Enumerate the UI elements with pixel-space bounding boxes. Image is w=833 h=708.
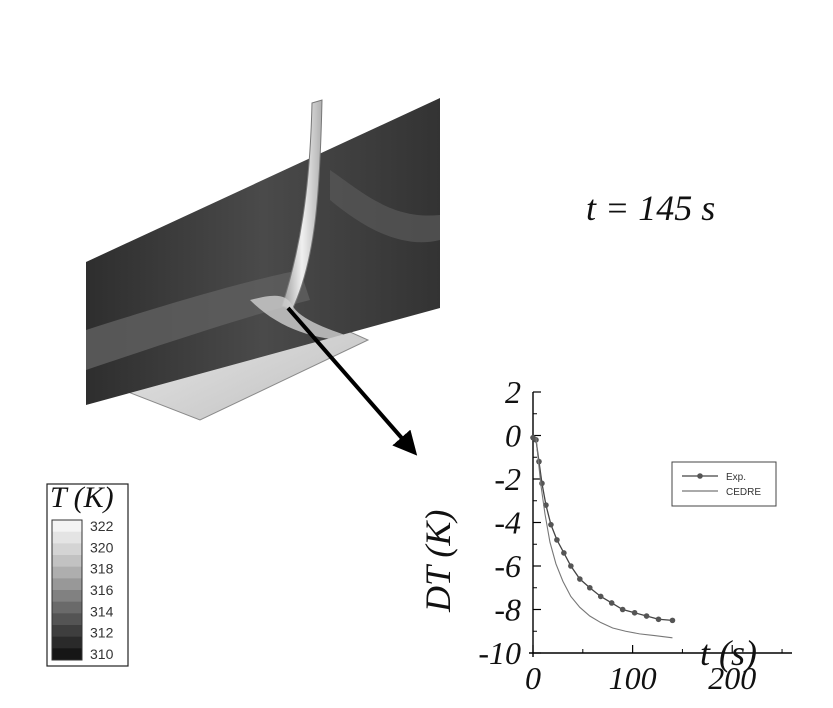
colorbar-swatch xyxy=(52,613,82,626)
chart-legend: Exp. CEDRE xyxy=(671,461,777,507)
legend-label-exp: Exp. xyxy=(726,472,746,483)
series-point-exp xyxy=(561,550,567,556)
colorbar-swatch xyxy=(52,601,82,614)
chart-y-tick-label: 2 xyxy=(505,374,521,410)
colorbar-tick-label: 312 xyxy=(90,625,114,641)
colorbar-swatch-frame xyxy=(51,519,83,661)
colorbar-swatches xyxy=(51,519,83,661)
colorbar-swatch xyxy=(52,648,82,661)
series-point-exp xyxy=(586,584,593,591)
series-point-exp xyxy=(631,609,638,616)
series-point-exp xyxy=(548,521,554,528)
chart-axes xyxy=(529,391,792,657)
series-point-exp xyxy=(554,537,560,543)
chart-y-tick-label: -4 xyxy=(494,505,521,541)
colorbar-tick-label: 316 xyxy=(90,582,114,598)
chart-x-tick-labels: 0 100 200 xyxy=(525,660,756,696)
series-point-exp xyxy=(619,606,626,613)
chart-y-tick-label: -2 xyxy=(494,461,521,497)
chart-x-tick-label: 100 xyxy=(609,660,657,696)
series-point-exp xyxy=(655,616,662,623)
series-point-exp xyxy=(669,617,676,624)
series-point-exp xyxy=(643,613,650,619)
wall-contour-band xyxy=(86,270,310,370)
series-point-exp xyxy=(543,502,549,508)
colorbar-tick-label: 318 xyxy=(90,561,114,577)
plume-spread xyxy=(250,295,360,341)
series-line-cedre xyxy=(535,437,673,639)
colorbar-swatch xyxy=(52,520,82,533)
series-line-exp xyxy=(532,437,673,622)
dt-chart: 2 0 -2 -4 -6 -8 -10 0 100 200 DT (K) t (s) Exp. C… xyxy=(418,374,792,696)
colorbar-swatch xyxy=(52,531,82,544)
chart-y-tick-labels: 2 0 -2 -4 -6 -8 -10 xyxy=(478,374,521,671)
chart-y-tick-label: -8 xyxy=(494,592,521,628)
series-point-exp xyxy=(568,563,574,569)
colorbar-swatch xyxy=(52,625,82,638)
colorbar-tick-label: 320 xyxy=(90,539,114,555)
colorbar-title: T (K) xyxy=(50,481,114,514)
legend-label-cedre: CEDRE xyxy=(726,487,761,498)
chart-y-tick-label: -6 xyxy=(494,548,521,584)
series-point-exp xyxy=(577,576,583,582)
colorbar-tick-label: 310 xyxy=(90,646,114,662)
legend-marker-exp xyxy=(697,473,703,479)
chart-x-tick-label: 200 xyxy=(708,660,756,696)
colorbar-tick-labels: 322 320 318 316 314 312 310 xyxy=(90,518,114,662)
colorbar-swatch xyxy=(52,590,82,603)
colorbar-tick-label: 314 xyxy=(90,603,114,619)
pointer-arrow xyxy=(286,306,418,456)
colorbar-swatch xyxy=(52,543,82,556)
colorbar-swatch xyxy=(52,578,82,591)
colorbar-swatch xyxy=(52,636,82,649)
chart-x-axis-label: t (s) xyxy=(700,633,757,673)
legend-box xyxy=(671,461,777,507)
time-label: t = 145 s xyxy=(586,188,715,228)
chart-series xyxy=(530,434,676,639)
temperature-field-render xyxy=(86,98,440,456)
colorbar-legend: T (K) 322 320 318 316 314 312 310 xyxy=(46,481,129,667)
chart-x-tick-label: 0 xyxy=(525,660,541,696)
chart-y-axis-label: DT (K) xyxy=(418,510,458,613)
colorbar-swatch xyxy=(52,555,82,568)
colorbar-tick-label: 322 xyxy=(90,518,114,534)
chart-y-tick-label: -10 xyxy=(478,635,521,671)
wall-contour-band-upper xyxy=(330,170,440,243)
series-point-exp xyxy=(597,593,604,600)
series-point-exp xyxy=(608,600,615,606)
colorbar-swatch xyxy=(52,566,82,579)
chart-y-tick-label: 0 xyxy=(505,418,521,454)
